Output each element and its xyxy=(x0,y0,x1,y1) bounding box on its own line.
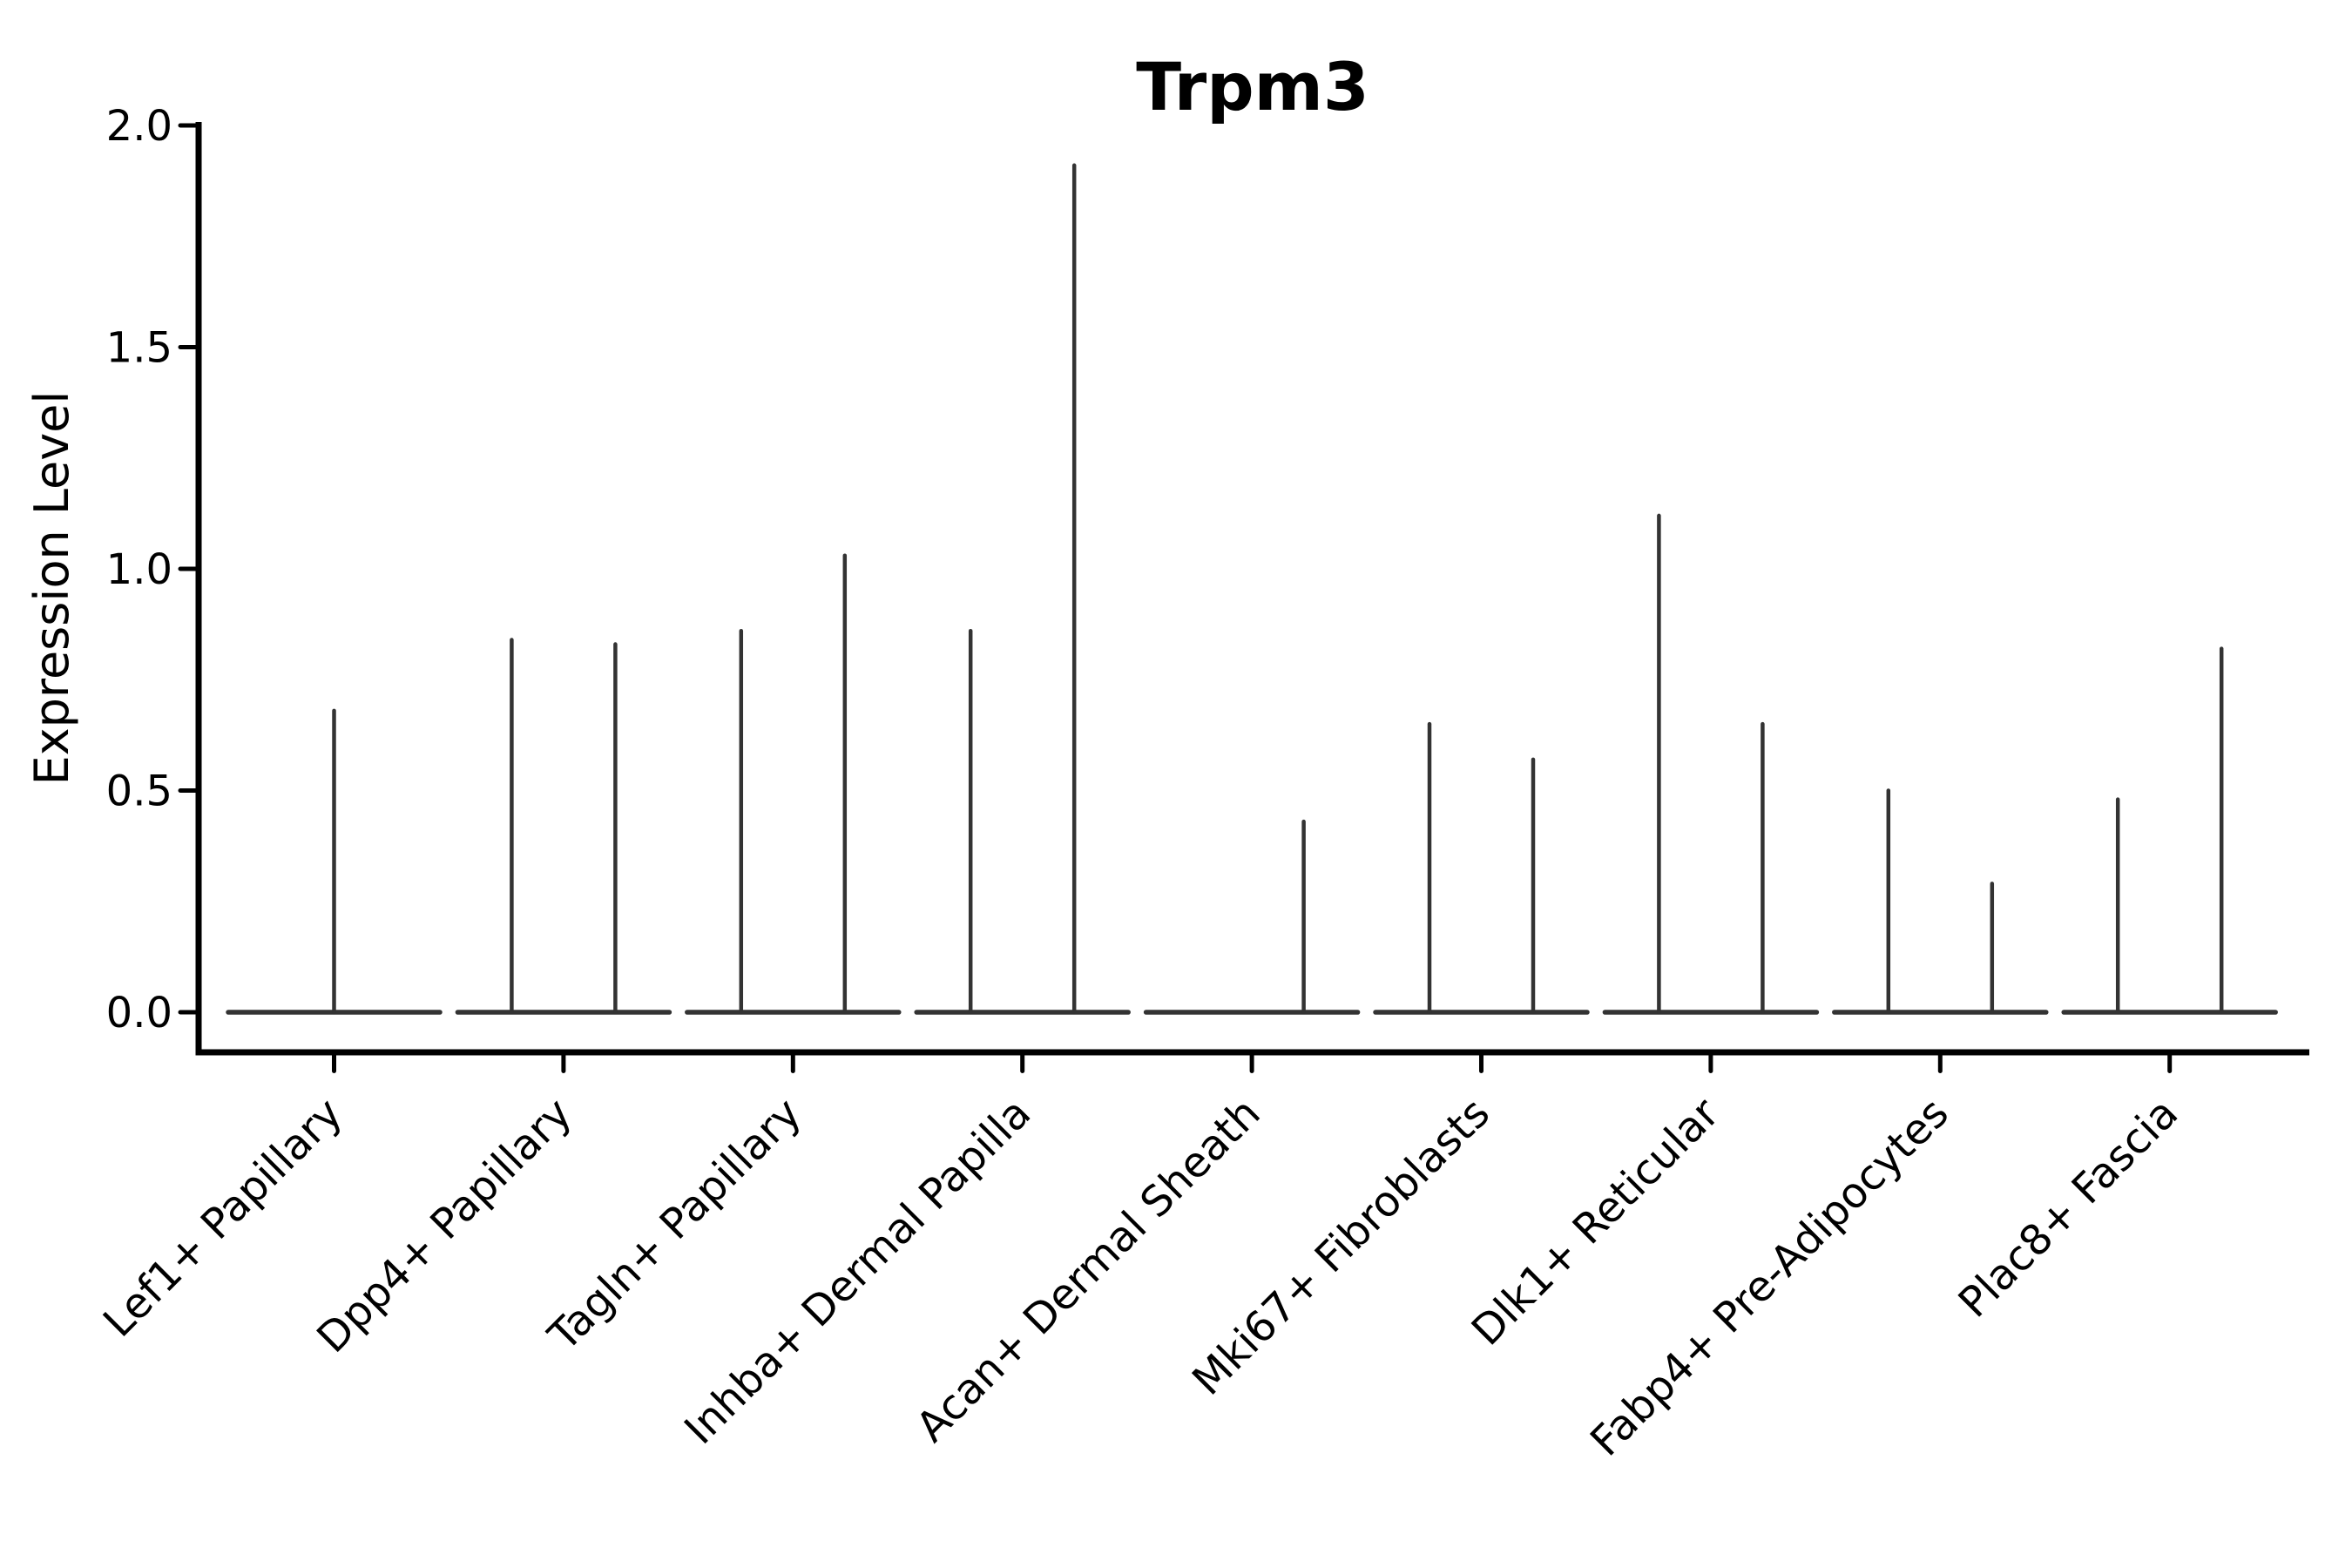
x-axis-ticks xyxy=(332,1053,2173,1073)
y-axis-tick-labels: 0.0 0.5 1.0 1.5 2.0 xyxy=(106,102,172,1037)
x-tick-label: Tagln+ Papillary xyxy=(538,1089,810,1361)
x-axis-tick-labels: Lef1+ Papillary Dpp4+ Papillary Tagln+ P… xyxy=(94,1089,2187,1466)
y-tick-label: 0.5 xyxy=(106,767,172,816)
y-axis-ticks xyxy=(178,123,198,1015)
y-tick-label: 1.5 xyxy=(106,324,172,373)
axes-spines xyxy=(195,122,2309,1056)
y-tick-label: 2.0 xyxy=(106,102,172,151)
chart-title: Trpm3 xyxy=(1136,48,1369,125)
x-tick-label: Dlk1+ Reticular xyxy=(1463,1089,1729,1355)
y-tick-label: 0.0 xyxy=(106,989,172,1037)
y-tick-label: 1.0 xyxy=(106,545,172,594)
y-axis-label: Expression Level xyxy=(24,391,79,786)
violins xyxy=(226,163,2278,1015)
x-tick-label: Plac8+ Fascia xyxy=(1950,1089,2188,1328)
x-tick-label: Dpp4+ Papillary xyxy=(308,1089,581,1362)
x-tick-label: Lef1+ Papillary xyxy=(94,1089,352,1347)
